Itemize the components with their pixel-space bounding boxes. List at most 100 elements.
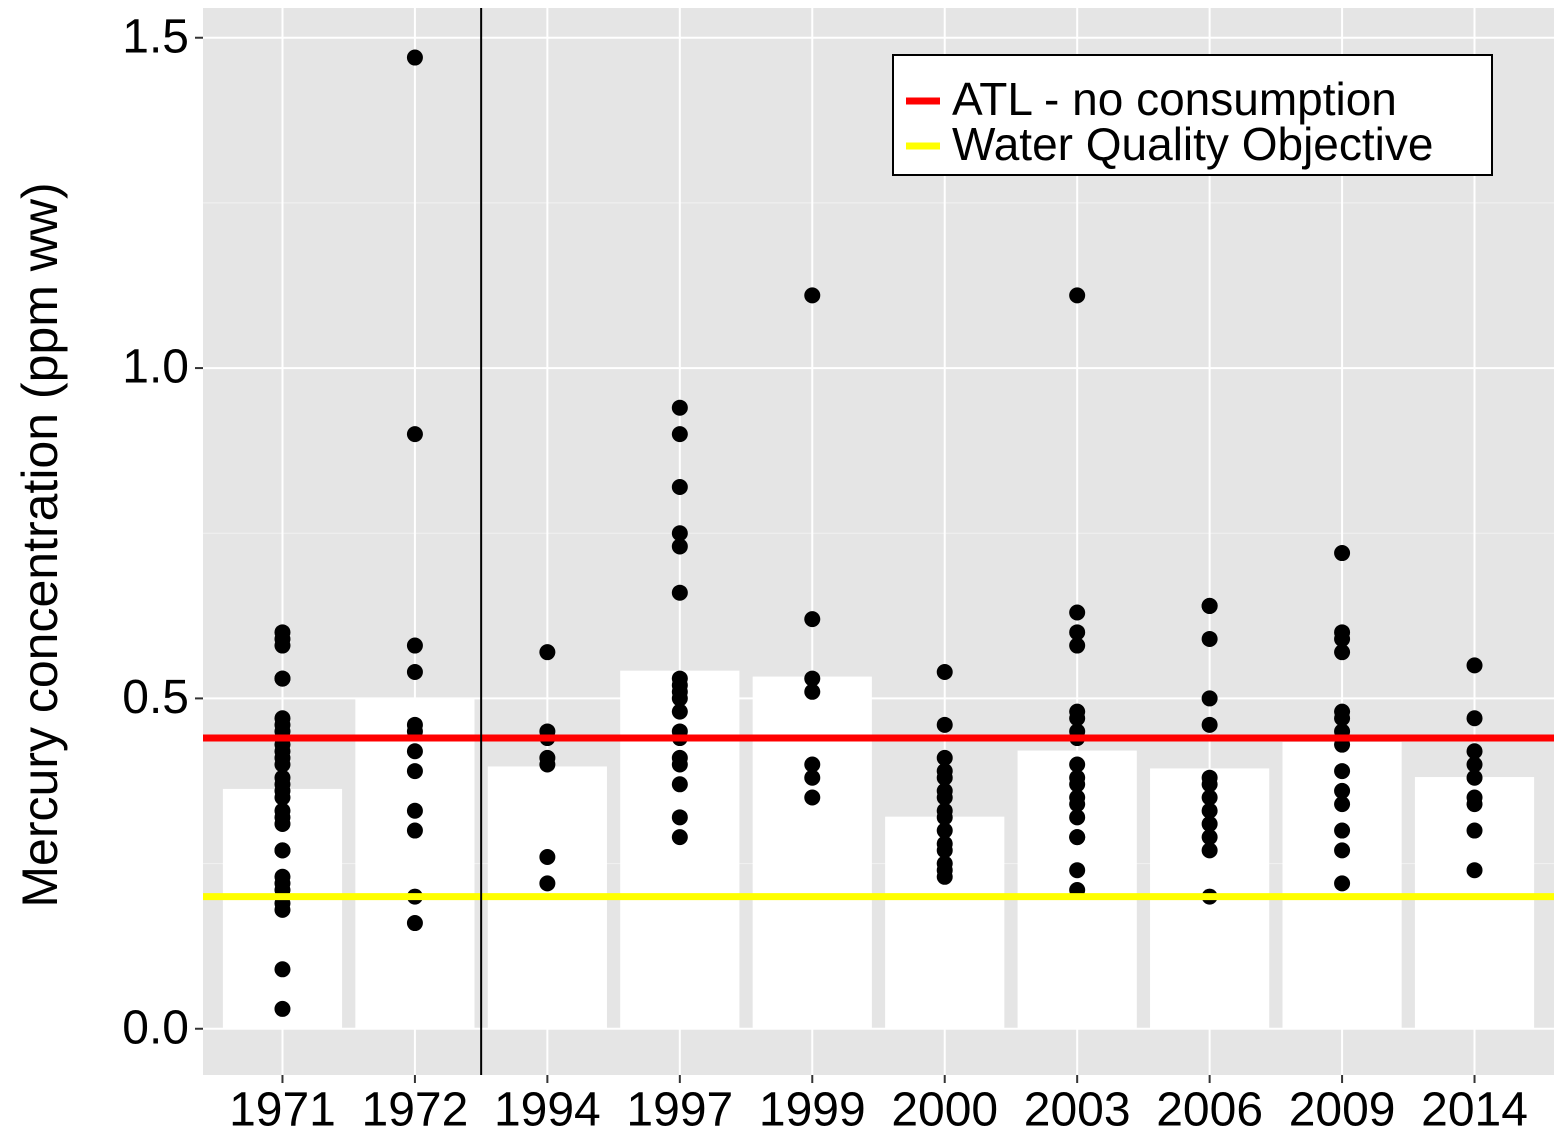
data-point (274, 901, 291, 918)
data-point (1466, 822, 1483, 839)
data-point (1069, 604, 1086, 621)
y-tick-label: 0.5 (122, 671, 189, 724)
data-point (1466, 796, 1483, 813)
data-point (671, 809, 688, 826)
data-point (804, 287, 821, 304)
data-point (1334, 782, 1351, 799)
data-point (406, 915, 423, 932)
data-point (936, 663, 953, 680)
data-point (936, 716, 953, 733)
data-point (406, 426, 423, 443)
data-point (406, 822, 423, 839)
data-point (539, 848, 556, 865)
data-point (274, 789, 291, 806)
data-point (274, 637, 291, 654)
data-point (1201, 597, 1218, 614)
legend-label: ATL - no consumption (952, 73, 1397, 125)
data-point (1334, 842, 1351, 859)
data-point (1334, 630, 1351, 647)
data-point (1201, 802, 1218, 819)
data-point (1334, 796, 1351, 813)
data-point (936, 842, 953, 859)
bar (1414, 777, 1535, 1029)
data-point (1334, 875, 1351, 892)
data-point (804, 789, 821, 806)
data-point (1069, 710, 1086, 727)
data-point (936, 868, 953, 885)
data-point (1069, 287, 1086, 304)
data-point (1466, 710, 1483, 727)
data-point (1201, 690, 1218, 707)
data-point (804, 670, 821, 687)
data-point (1466, 657, 1483, 674)
data-point (804, 769, 821, 786)
x-tick-label: 1994 (494, 1084, 601, 1137)
data-point (274, 842, 291, 859)
data-point (936, 749, 953, 766)
y-tick-label: 0.0 (122, 1001, 189, 1054)
y-axis-label: Mercury concentration (ppm ww) (12, 182, 68, 907)
data-point (1201, 789, 1218, 806)
data-point (274, 670, 291, 687)
data-point (1466, 769, 1483, 786)
data-point (804, 611, 821, 628)
data-point (1466, 756, 1483, 773)
data-point (406, 663, 423, 680)
data-point (804, 756, 821, 773)
data-point (274, 756, 291, 773)
data-point (539, 875, 556, 892)
data-point (671, 829, 688, 846)
data-point (274, 1000, 291, 1017)
data-point (1069, 862, 1086, 879)
data-point (671, 426, 688, 443)
data-point (1334, 545, 1351, 562)
data-point (671, 478, 688, 495)
data-point (1334, 822, 1351, 839)
data-point (1069, 796, 1086, 813)
data-point (671, 776, 688, 793)
x-tick-label: 2014 (1421, 1084, 1528, 1137)
data-point (671, 399, 688, 416)
data-point (936, 769, 953, 786)
data-point (406, 763, 423, 780)
data-point (1466, 862, 1483, 879)
data-point (671, 690, 688, 707)
data-point (1201, 630, 1218, 647)
bar (752, 676, 872, 1029)
y-tick-label: 1.0 (122, 341, 189, 394)
data-point (671, 584, 688, 601)
legend-label: Water Quality Objective (952, 118, 1433, 170)
x-tick-label: 1972 (362, 1084, 469, 1137)
data-point (671, 703, 688, 720)
data-point (274, 961, 291, 978)
x-tick-label: 2000 (891, 1084, 998, 1137)
data-point (274, 815, 291, 832)
data-point (1334, 644, 1351, 661)
x-tick-label: 2009 (1289, 1084, 1396, 1137)
data-point (1201, 815, 1218, 832)
x-tick-label: 2003 (1024, 1084, 1131, 1137)
x-tick-label: 1997 (626, 1084, 733, 1137)
data-point (1069, 624, 1086, 641)
data-point (1334, 710, 1351, 727)
data-point (936, 822, 953, 839)
data-point (1466, 743, 1483, 760)
data-point (1201, 716, 1218, 733)
data-point (1069, 756, 1086, 773)
x-tick-label: 2006 (1156, 1084, 1263, 1137)
data-point (406, 49, 423, 66)
data-point (1201, 776, 1218, 793)
data-point (406, 802, 423, 819)
data-point (936, 789, 953, 806)
data-point (804, 683, 821, 700)
data-point (1069, 776, 1086, 793)
data-point (1201, 842, 1218, 859)
data-point (1069, 829, 1086, 846)
data-point (1334, 763, 1351, 780)
data-point (671, 538, 688, 555)
data-point (671, 525, 688, 542)
x-tick-label: 1999 (759, 1084, 866, 1137)
data-point (671, 756, 688, 773)
